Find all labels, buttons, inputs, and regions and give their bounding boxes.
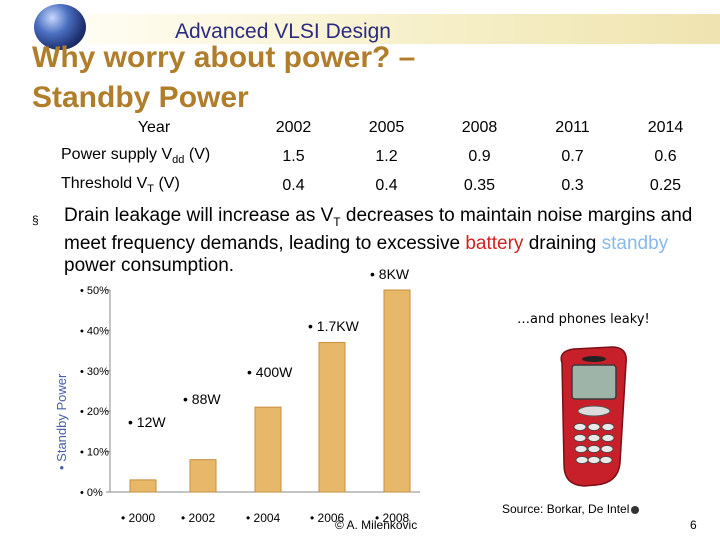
- x-tick-label: • 2000: [121, 511, 156, 525]
- row-label: Threshold VT (V): [61, 175, 180, 196]
- table-cell: 0.7: [561, 147, 584, 165]
- intel-logo-icon: [631, 505, 640, 514]
- table-row: Power supply Vdd (V) 1.5 1.2 0.9 0.7 0.6: [55, 142, 712, 171]
- chart-bar: [189, 459, 217, 493]
- table-cell: 0.9: [468, 147, 491, 165]
- table-header-cell: 2005: [368, 118, 405, 136]
- y-axis-label: • Standby Power: [54, 373, 69, 470]
- table-cell: 1.5: [282, 147, 305, 165]
- table-header-cell: 2014: [647, 118, 684, 136]
- leakage-bullet-text: Drain leakage will increase as VT decrea…: [64, 205, 693, 276]
- source-note: Source: Borkar, De Intel: [502, 502, 640, 516]
- standby-word: standby: [601, 232, 669, 254]
- y-tick-label: • 50%: [80, 285, 109, 297]
- x-tick-label: • 2004: [246, 511, 281, 525]
- table-cell: 0.6: [654, 147, 677, 165]
- table-cell: 0.25: [649, 176, 682, 194]
- table-header-cell: Year: [137, 118, 171, 136]
- page-number: 6: [690, 518, 697, 532]
- table-header-cell: 2002: [275, 118, 312, 136]
- slide-title: Why worry about power? – Standby Power: [32, 38, 415, 118]
- table-cell: 0.35: [463, 176, 496, 194]
- bar-data-label: • 1.7KW: [308, 318, 360, 334]
- bar-data-label: • 12W: [128, 414, 166, 430]
- slide-title-line1: Why worry about power? –: [32, 41, 416, 74]
- row-label: Power supply Vdd (V): [61, 146, 211, 167]
- table-cell: 0.4: [375, 176, 398, 194]
- table-header-cell: 2008: [461, 118, 498, 136]
- table-header-cell: 2011: [555, 118, 590, 136]
- phone-note: …and phones leaky!: [517, 312, 650, 327]
- header-banner: [88, 14, 720, 44]
- y-tick-label: • 20%: [80, 406, 109, 418]
- x-tick-label: • 2006: [310, 511, 345, 525]
- cell-phone-image: [560, 346, 627, 487]
- y-tick-label: • 0%: [80, 487, 103, 499]
- table-row: Threshold VT (V) 0.4 0.4 0.35 0.3 0.25: [55, 171, 712, 200]
- y-tick-label: • 30%: [80, 366, 109, 378]
- chart-bar: [254, 406, 282, 493]
- chart-bar: [129, 479, 157, 493]
- bar-data-label: • 88W: [183, 391, 221, 407]
- x-tick-label: • 2002: [181, 511, 216, 525]
- x-tick-label: • 2008: [375, 511, 410, 525]
- copyright: © A. Milenkovic: [335, 518, 418, 532]
- table-cell: 1.2: [375, 147, 398, 165]
- table-header-row: Year 2002 2005 2008 2011 2014: [55, 113, 712, 142]
- bar-data-label: • 8KW: [370, 266, 410, 282]
- globe-logo: [34, 4, 86, 50]
- table-cell: 0.3: [561, 176, 584, 194]
- table-cell: 0.4: [282, 176, 305, 194]
- bar-data-label: • 400W: [247, 364, 293, 380]
- chart-bar: [318, 342, 346, 493]
- voltage-table: Year 2002 2005 2008 2011 2014 Power supp…: [55, 113, 712, 200]
- slide-title-line2: Standby Power: [32, 81, 249, 114]
- bullet-marker: §: [32, 213, 39, 227]
- y-tick-label: • 40%: [80, 325, 109, 337]
- y-tick-label: • 10%: [80, 447, 109, 459]
- chart-bar: [383, 289, 411, 493]
- course-title: Advanced VLSI Design: [175, 20, 391, 43]
- battery-word: battery: [465, 232, 524, 254]
